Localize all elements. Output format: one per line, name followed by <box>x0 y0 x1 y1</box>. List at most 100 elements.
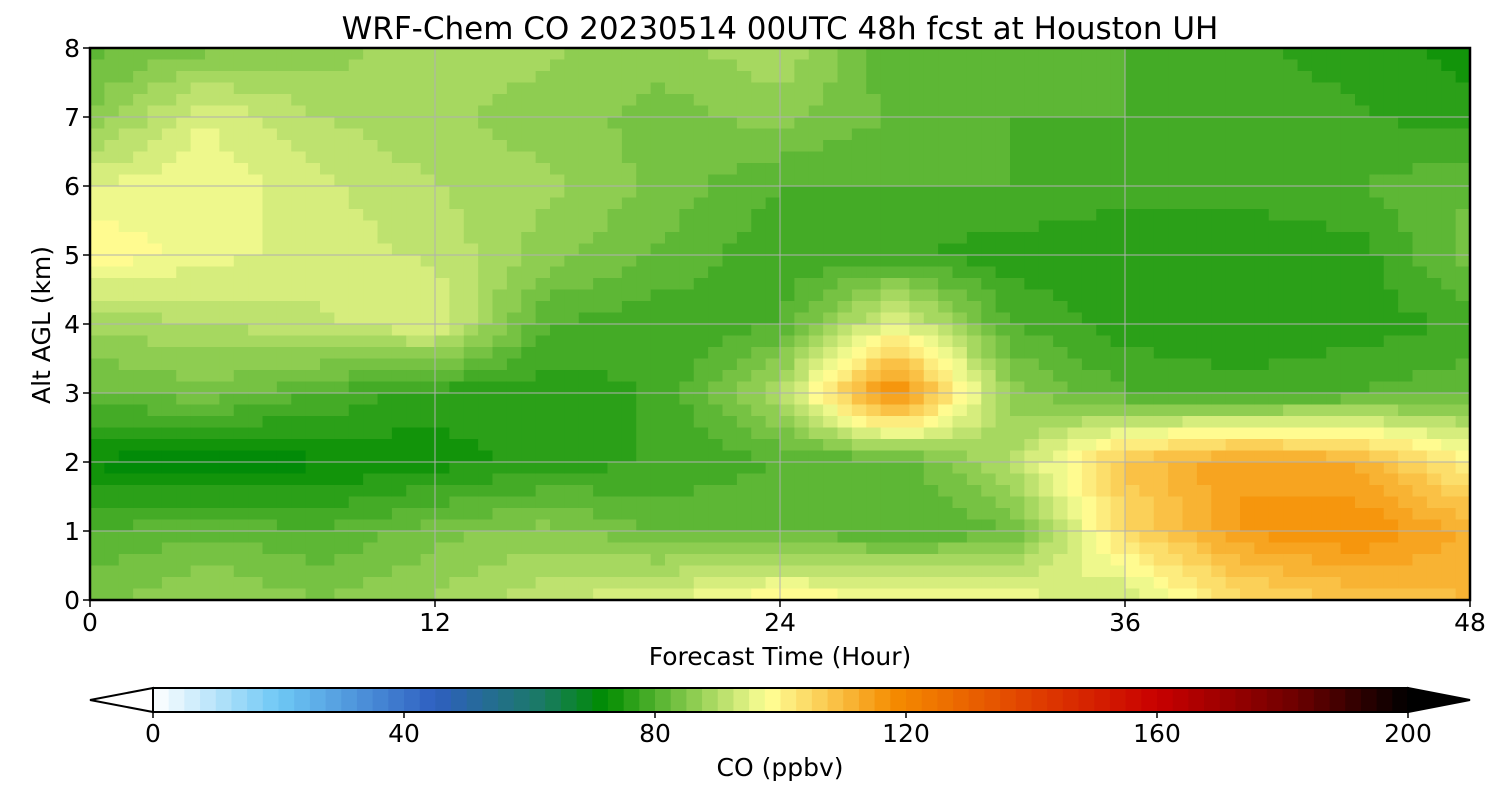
heatmap-cell <box>1340 542 1356 555</box>
colorbar-segment <box>702 688 719 712</box>
heatmap-cell <box>1398 151 1414 164</box>
heatmap-cell <box>736 577 752 590</box>
heatmap-cell <box>233 393 249 406</box>
heatmap-cell <box>1182 439 1198 452</box>
heatmap-cell <box>564 209 580 222</box>
heatmap-cell <box>1340 266 1356 279</box>
heatmap-cell <box>981 266 997 279</box>
heatmap-cell <box>895 151 910 164</box>
heatmap-cell <box>276 577 292 590</box>
heatmap-cell <box>521 266 537 279</box>
heatmap-cell <box>708 473 724 486</box>
heatmap-cell <box>780 462 795 475</box>
heatmap-cell <box>1110 82 1126 95</box>
heatmap-cell <box>1038 232 1054 245</box>
heatmap-cell <box>449 312 465 325</box>
heatmap-cell <box>190 243 206 256</box>
heatmap-cell <box>363 163 379 176</box>
heatmap-cell <box>1355 117 1370 130</box>
heatmap-cell <box>363 450 379 463</box>
heatmap-cell <box>1455 370 1471 383</box>
heatmap-cell <box>895 324 910 337</box>
heatmap-cell <box>895 519 910 532</box>
heatmap-cell <box>1081 473 1097 486</box>
heatmap-cell <box>966 59 982 72</box>
heatmap-cell <box>449 232 465 245</box>
heatmap-cell <box>880 370 896 383</box>
heatmap-cell <box>708 117 724 130</box>
heatmap-cell <box>1139 519 1155 532</box>
heatmap-cell <box>1383 140 1399 153</box>
heatmap-cell <box>765 508 781 521</box>
heatmap-cell <box>291 71 307 84</box>
heatmap-cell <box>161 473 177 486</box>
heatmap-cell <box>320 450 335 463</box>
heatmap-cell <box>693 531 709 544</box>
heatmap-cell <box>780 404 795 417</box>
heatmap-cell <box>823 278 839 291</box>
heatmap-cell <box>693 542 709 555</box>
heatmap-cell <box>1225 140 1241 153</box>
heatmap-cell <box>1311 82 1327 95</box>
heatmap-cell <box>1311 324 1327 337</box>
heatmap-cell <box>1211 358 1227 371</box>
heatmap-cell <box>1196 485 1212 498</box>
heatmap-cell <box>1225 324 1241 337</box>
colorbar-segment <box>953 688 970 712</box>
heatmap-cell <box>1441 255 1457 268</box>
heatmap-cell <box>794 462 810 475</box>
heatmap-cell <box>1024 347 1040 360</box>
heatmap-cell <box>161 519 177 532</box>
heatmap-cell <box>621 427 637 440</box>
heatmap-cell <box>334 358 350 371</box>
heatmap-cell <box>751 243 767 256</box>
heatmap-cell <box>320 358 335 371</box>
heatmap-cell <box>693 347 709 360</box>
heatmap-cell <box>995 439 1011 452</box>
heatmap-cell <box>621 485 637 498</box>
heatmap-cell <box>1038 94 1054 107</box>
heatmap-cell <box>966 94 982 107</box>
heatmap-cell <box>1110 588 1126 601</box>
heatmap-cell <box>262 163 278 176</box>
heatmap-cell <box>909 71 925 84</box>
heatmap-cell <box>1297 416 1313 429</box>
heatmap-cell <box>621 186 637 199</box>
heatmap-cell <box>104 289 120 302</box>
heatmap-cell <box>1441 220 1457 233</box>
heatmap-cell <box>1326 324 1342 337</box>
heatmap-cell <box>133 335 149 348</box>
heatmap-cell <box>751 82 767 95</box>
heatmap-cell <box>320 462 335 475</box>
heatmap-cell <box>233 232 249 245</box>
heatmap-cell <box>981 577 997 590</box>
heatmap-cell <box>478 381 494 394</box>
heatmap-cell <box>1240 496 1255 509</box>
heatmap-cell <box>190 531 206 544</box>
heatmap-cell <box>665 347 680 360</box>
heatmap-cell <box>492 531 508 544</box>
heatmap-cell <box>1455 347 1471 360</box>
heatmap-cell <box>1139 393 1155 406</box>
heatmap-cell <box>708 588 724 601</box>
heatmap-cell <box>118 439 134 452</box>
heatmap-cell <box>1125 220 1140 233</box>
heatmap-cell <box>420 243 436 256</box>
heatmap-cell <box>147 255 163 268</box>
heatmap-cell <box>276 220 292 233</box>
heatmap-cell <box>981 48 997 61</box>
heatmap-cell <box>104 243 120 256</box>
heatmap-cell <box>1196 508 1212 521</box>
heatmap-cell <box>492 508 508 521</box>
heatmap-cell <box>521 312 537 325</box>
heatmap-cell <box>406 163 422 176</box>
heatmap-cell <box>190 508 206 521</box>
heatmap-cell <box>1240 255 1255 268</box>
heatmap-cell <box>851 59 867 72</box>
heatmap-cell <box>377 519 393 532</box>
heatmap-cell <box>320 197 335 210</box>
heatmap-cell <box>1340 82 1356 95</box>
heatmap-cell <box>1168 335 1184 348</box>
heatmap-cell <box>248 508 264 521</box>
heatmap-cell <box>420 462 436 475</box>
